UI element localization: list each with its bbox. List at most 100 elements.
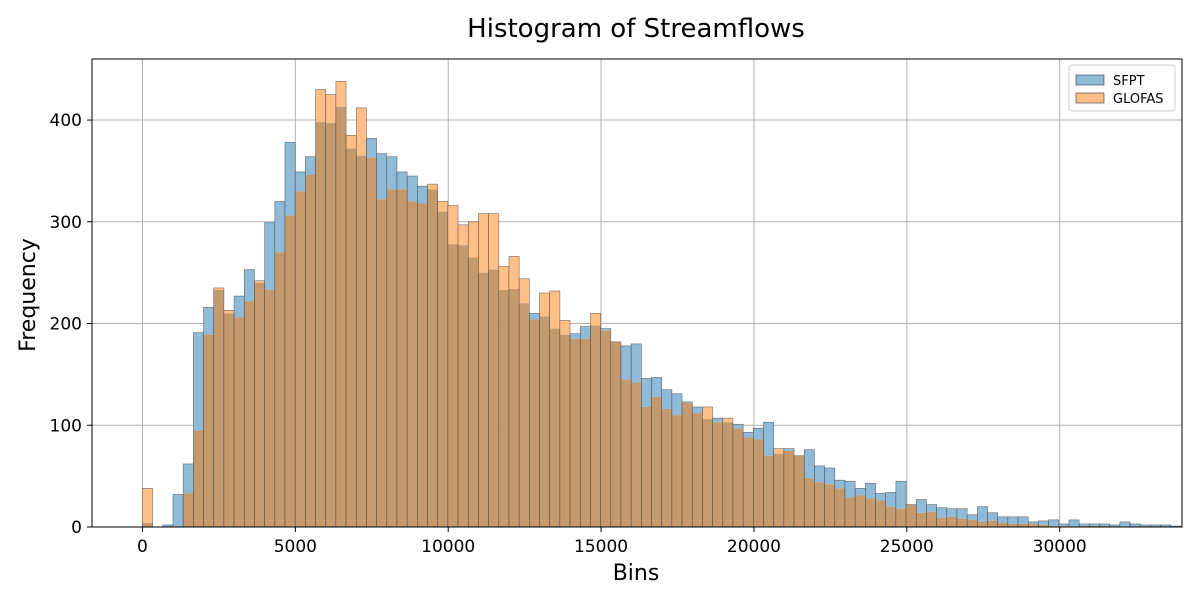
overlap-bar	[926, 511, 937, 527]
x-tick-label: 10000	[421, 537, 475, 557]
x-tick-label: 5000	[274, 537, 317, 557]
glofas-bar	[498, 266, 509, 290]
glofas-bar	[539, 293, 550, 317]
overlap-bar	[997, 522, 1008, 527]
sfpt-bar	[193, 332, 204, 431]
glofas-bar	[468, 221, 479, 258]
sfpt-bar	[682, 401, 693, 403]
x-axis-label: Bins	[613, 561, 660, 586]
glofas-bar	[335, 81, 347, 107]
overlap-bar	[1058, 525, 1069, 527]
overlap-bar	[244, 301, 255, 527]
glofas-bar	[356, 107, 367, 156]
sfpt-bar	[712, 418, 723, 423]
y-tick-label: 100	[50, 416, 82, 436]
sfpt-bar	[620, 345, 632, 380]
overlap-bar	[427, 189, 438, 528]
plot-frame	[91, 58, 1183, 528]
overlap-bar	[590, 325, 601, 527]
overlap-bar	[305, 174, 316, 527]
glofas-bar	[773, 448, 784, 454]
y-tick-label: 0	[71, 518, 82, 538]
overlap-bar	[916, 512, 927, 527]
overlap-bar	[346, 148, 357, 527]
overlap-bar	[844, 497, 856, 527]
sfpt-bar	[1160, 524, 1171, 527]
glofas-bar	[427, 184, 438, 190]
glofas-bar	[142, 488, 153, 523]
overlap-bar	[559, 334, 571, 527]
sfpt-bar	[1130, 523, 1141, 527]
y-axis-label: Frequency	[16, 238, 41, 352]
legend-swatch	[1075, 92, 1105, 104]
overlap-bar	[295, 191, 306, 527]
overlap-bar	[732, 428, 744, 527]
sfpt-bar	[671, 393, 683, 416]
overlap-bar	[539, 316, 550, 527]
overlap-bar	[946, 516, 957, 527]
overlap-bar	[620, 379, 632, 527]
overlap-bar	[906, 504, 917, 527]
overlap-bar	[478, 272, 489, 527]
overlap-bar	[519, 303, 530, 527]
sfpt-bar	[1099, 523, 1110, 526]
sfpt-bar	[1079, 523, 1090, 526]
overlap-bar	[1048, 525, 1059, 527]
sfpt-bar	[295, 171, 306, 192]
overlap-bar	[1007, 523, 1019, 527]
sfpt-bar	[1048, 519, 1059, 526]
sfpt-bar	[234, 296, 245, 318]
overlap-bar	[203, 334, 214, 527]
sfpt-bar	[183, 463, 194, 494]
sfpt-bar	[814, 465, 825, 483]
sfpt-bar	[284, 142, 296, 216]
overlap-bar	[376, 199, 387, 527]
overlap-bar	[417, 203, 428, 528]
sfpt-bar	[743, 432, 754, 438]
overlap-bar	[794, 455, 805, 527]
overlap-bar	[183, 493, 194, 527]
overlap-bar	[234, 317, 245, 527]
legend-swatch	[1075, 74, 1105, 86]
overlap-bar	[682, 402, 693, 527]
sfpt-bar	[661, 389, 672, 409]
sfpt-bar	[885, 492, 896, 507]
x-axis-ticks: 0 5000 10000 15000 20000 25000 30000	[137, 527, 1087, 557]
overlap-bar	[223, 313, 235, 527]
sfpt-bar	[1007, 516, 1019, 524]
sfpt-bar	[274, 201, 285, 253]
overlap-bar	[763, 455, 774, 527]
overlap-bar	[600, 330, 611, 527]
overlap-bar	[447, 244, 459, 527]
sfpt-bar	[763, 422, 774, 456]
sfpt-bar	[162, 524, 173, 527]
sfpt-bar	[946, 508, 957, 517]
overlap-bar	[437, 211, 448, 527]
overlap-bar	[895, 508, 907, 527]
overlap-bar	[702, 419, 713, 527]
sfpt-bar	[855, 488, 866, 496]
sfpt-bar	[244, 269, 255, 302]
sfpt-bar	[692, 406, 703, 414]
sfpt-bar	[417, 186, 428, 204]
sfpt-bar	[305, 156, 316, 175]
overlap-bar	[458, 245, 469, 527]
overlap-bar	[824, 484, 835, 527]
sfpt-bar	[783, 448, 795, 451]
sfpt-bar	[967, 514, 978, 520]
glofas-bar	[722, 418, 733, 423]
overlap-bar	[865, 498, 876, 527]
glofas-bar	[437, 201, 448, 212]
sfpt-bar	[875, 493, 886, 501]
x-tick-label: 15000	[574, 537, 628, 557]
sfpt-bar	[600, 328, 611, 331]
sfpt-bar	[936, 507, 947, 518]
sfpt-bar	[641, 378, 652, 407]
glofas-bar	[315, 89, 326, 123]
sfpt-bar	[1140, 524, 1151, 527]
glofas-bar	[519, 278, 530, 304]
overlap-bar	[885, 506, 896, 527]
sfpt-bar	[366, 138, 377, 158]
overlap-bar	[570, 338, 581, 527]
overlap-bar	[1089, 525, 1100, 527]
